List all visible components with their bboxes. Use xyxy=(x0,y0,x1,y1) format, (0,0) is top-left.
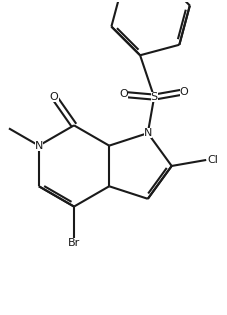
Text: O: O xyxy=(119,89,128,100)
Text: N: N xyxy=(144,128,152,138)
Text: O: O xyxy=(180,87,189,97)
Text: S: S xyxy=(151,92,158,102)
Text: Cl: Cl xyxy=(207,155,218,165)
Text: O: O xyxy=(50,92,59,102)
Text: N: N xyxy=(35,141,43,151)
Text: Br: Br xyxy=(68,238,80,248)
